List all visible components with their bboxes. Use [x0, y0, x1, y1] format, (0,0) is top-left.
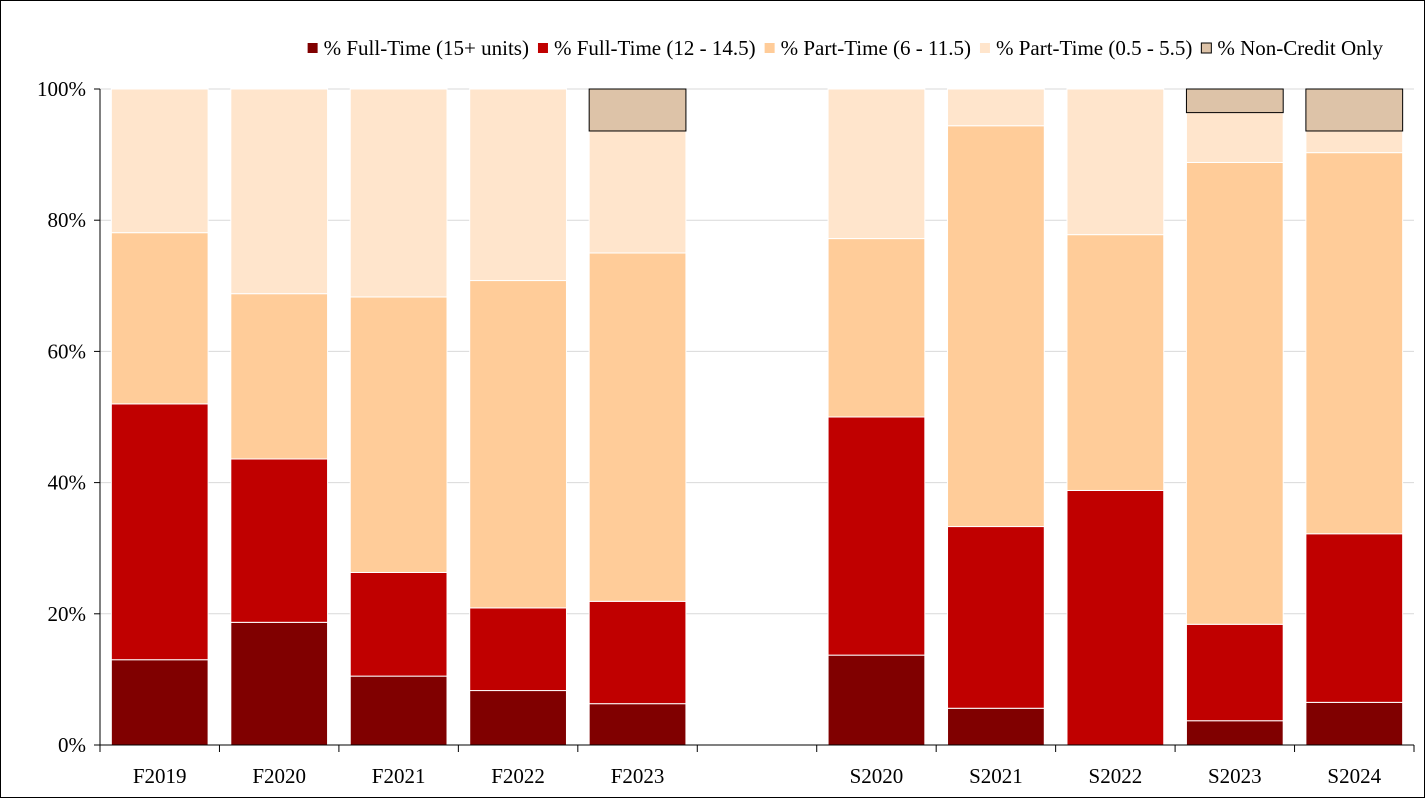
- bar-segment: [947, 526, 1045, 709]
- bar-segment: [230, 621, 329, 746]
- bar-segment: [1066, 88, 1165, 236]
- legend-label: % Part-Time (0.5 - 5.5): [996, 36, 1192, 60]
- bar-segment: [588, 88, 687, 132]
- y-tick-label: 60%: [48, 339, 87, 363]
- bar-segment: [1305, 130, 1404, 154]
- bar-segment: [1185, 88, 1284, 114]
- x-category-label: F2023: [611, 764, 665, 788]
- bar-segment: [1305, 88, 1404, 132]
- bar-segment: [1066, 489, 1165, 746]
- bar-segment: [827, 88, 926, 240]
- bar-segment: [110, 403, 209, 661]
- legend: % Full-Time (15+ units) % Full-Time (12 -…: [307, 36, 1383, 60]
- bar-segment: [469, 607, 567, 692]
- x-category-label: S2023: [1208, 764, 1262, 788]
- bar-segment: [230, 88, 329, 295]
- bar-segment: [827, 654, 926, 746]
- bar-segment: [1185, 161, 1284, 625]
- x-category-label: F2021: [372, 764, 426, 788]
- bar-segment: [947, 88, 1045, 127]
- bar-segment: [588, 252, 687, 602]
- legend-swatch: [307, 43, 318, 53]
- bar-segment: [827, 238, 926, 418]
- legend-label: % Non-Credit Only: [1217, 36, 1383, 60]
- y-tick-label: 100%: [37, 77, 86, 101]
- legend-swatch: [1200, 42, 1212, 54]
- bar-segment: [349, 675, 448, 746]
- x-category-label: F2022: [491, 764, 545, 788]
- bar-segment: [1305, 533, 1404, 703]
- legend-item: % Full-Time (12 - 14.5): [537, 36, 756, 60]
- x-category-label: S2020: [850, 764, 904, 788]
- bar-segment: [1305, 701, 1404, 746]
- bar-segment: [1185, 623, 1284, 722]
- bar-segment: [349, 296, 448, 573]
- bar-segment: [947, 125, 1045, 528]
- bar-segment: [469, 88, 567, 282]
- bar-segment: [947, 707, 1045, 746]
- bar-segment: [349, 88, 448, 298]
- bar-segment: [469, 280, 567, 609]
- bar-segment: [110, 659, 209, 746]
- legend-item: % Full-Time (15+ units): [307, 36, 529, 60]
- bar-segment: [110, 232, 209, 405]
- bar-segment: [1185, 720, 1284, 746]
- bar-segment: [588, 600, 687, 705]
- bar-segment: [469, 690, 567, 746]
- legend-item: % Part-Time (0.5 - 5.5): [979, 36, 1192, 60]
- bar-segment: [230, 293, 329, 460]
- bar-segment: [1305, 152, 1404, 535]
- bar-segment: [1066, 234, 1165, 491]
- legend-swatch: [764, 43, 775, 53]
- bar-segment: [827, 416, 926, 656]
- bar-segment: [1185, 112, 1284, 163]
- bars: [110, 88, 1404, 746]
- y-tick-label: 20%: [48, 602, 87, 626]
- x-category-label: S2021: [969, 764, 1023, 788]
- bar-segment: [588, 703, 687, 746]
- bar-segment: [110, 88, 209, 234]
- legend-item: % Part-Time (6 - 11.5): [764, 36, 971, 60]
- x-category-label: S2022: [1089, 764, 1143, 788]
- x-category-label: F2019: [133, 764, 187, 788]
- axes: 0% 20% 40% 60% 80% 100% F2019 F2020 F2021 F2022 F2…: [37, 77, 1415, 788]
- bar-segment: [349, 571, 448, 677]
- y-tick-label: 40%: [48, 471, 87, 495]
- legend-label: % Full-Time (15+ units): [324, 36, 529, 60]
- x-category-label: S2024: [1327, 764, 1381, 788]
- y-tick-label: 0%: [58, 733, 86, 757]
- y-tick-label: 80%: [48, 208, 87, 232]
- legend-swatch: [537, 43, 548, 53]
- legend-label: % Full-Time (12 - 14.5): [554, 36, 756, 60]
- legend-swatch: [979, 43, 990, 53]
- bar-segment: [230, 458, 329, 623]
- legend-item: % Non-Credit Only: [1200, 36, 1383, 60]
- x-category-label: F2020: [252, 764, 306, 788]
- bar-segment: [588, 130, 687, 254]
- legend-label: % Part-Time (6 - 11.5): [781, 36, 971, 60]
